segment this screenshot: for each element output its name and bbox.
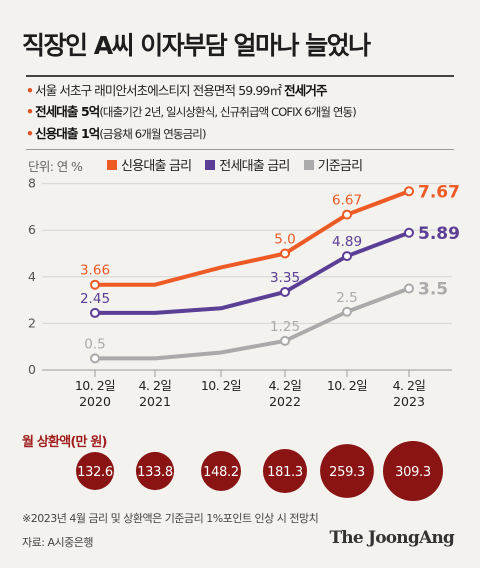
x-tick-label: 4. 2일 — [393, 378, 426, 393]
info-line-jeonse: • 전세대출 5억(대출기간 2년, 일시상환식, 신규취급액 COFIX 6개월… — [26, 101, 454, 123]
x-tick-label-year: 2021 — [139, 394, 171, 409]
data-point-jeonse-loan — [404, 227, 414, 238]
data-label-jeonse-loan: 4.89 — [332, 234, 362, 250]
unit-label: 단위: 연 % — [28, 159, 83, 174]
payment-bubble — [76, 452, 114, 490]
data-label-base-rate: 1.25 — [270, 319, 300, 335]
info-credit-text: (금융채 6개월 연동금리) — [99, 127, 206, 141]
payment-value: 181.3 — [267, 465, 303, 480]
data-label-base-rate: 0.5 — [84, 336, 105, 352]
x-tick-label: 4. 2일 — [139, 378, 172, 393]
data-label-credit-loan: 6.67 — [332, 193, 362, 209]
data-point-base-rate — [90, 353, 100, 364]
payment-value: 132.6 — [77, 465, 113, 480]
legend-item-jeonse: 전세대출 금리 — [205, 155, 290, 174]
data-label-jeonse-loan: 2.45 — [80, 291, 110, 307]
legend-item-base: 기준금리 — [303, 155, 363, 174]
x-tick-label: 10. 2일 — [75, 378, 115, 393]
payment-value: 148.2 — [203, 465, 239, 480]
payment-bubble — [135, 451, 175, 491]
y-tick-label: 2 — [28, 315, 36, 330]
y-tick-label: 0 — [28, 362, 36, 377]
payment-value: 259.3 — [329, 465, 365, 480]
data-point-jeonse-loan — [90, 307, 100, 318]
payment-bubble — [320, 444, 374, 498]
data-point-credit-loan — [280, 248, 290, 259]
series-line-base-rate — [95, 286, 410, 361]
series-line-jeonse-loan — [95, 230, 410, 315]
x-tick-label-year: 2022 — [269, 394, 301, 409]
info-apartment-bold: 전세거주 — [284, 83, 327, 98]
payment-bubble — [383, 441, 443, 501]
data-label-credit-loan: 3.66 — [80, 263, 110, 279]
footnote: ※2023년 4월 금리 및 상환액은 기준금리 1%포인트 인상 시 전망치 — [22, 512, 319, 525]
data-point-base-rate — [342, 306, 352, 317]
data-point-credit-loan — [342, 209, 352, 220]
legend: 신용대출 금리 전세대출 금리 기준금리 — [107, 155, 376, 174]
x-tick-label: 4. 2일 — [269, 378, 302, 393]
legend-label-credit: 신용대출 금리 — [121, 159, 192, 174]
payment-value: 133.8 — [137, 465, 173, 480]
data-label-credit-loan: 7.67 — [418, 182, 460, 202]
data-label-credit-loan: 5.0 — [274, 232, 295, 248]
legend-label-jeonse: 전세대출 금리 — [219, 159, 290, 174]
data-label-base-rate: 3.5 — [418, 279, 448, 299]
legend-swatch-jeonse — [205, 159, 216, 170]
legend-swatch-credit — [107, 159, 117, 170]
data-point-credit-loan — [90, 279, 100, 290]
legend-item-credit: 신용대출 금리 — [107, 155, 192, 174]
legend-swatch-base — [303, 159, 314, 170]
info-line-credit: • 신용대출 1억(금융채 6개월 연동금리) — [26, 123, 454, 145]
payment-bubble — [262, 448, 308, 494]
payment-value: 309.3 — [395, 465, 431, 480]
bullet-icon: • — [26, 83, 34, 98]
payment-label: 월 상환액(만 원) — [22, 435, 108, 450]
source: 자료: A시중은행 — [22, 536, 93, 549]
data-point-base-rate — [280, 335, 290, 346]
info-apartment-text: 서울 서초구 래미안서초에스티지 전용면적 59.99㎡ — [35, 83, 285, 98]
x-tick-label: 10. 2일 — [201, 378, 241, 393]
info-credit-bold: 신용대출 1억 — [35, 126, 100, 141]
payment-bubble — [201, 451, 241, 491]
bullet-icon: • — [26, 104, 34, 119]
data-point-jeonse-loan — [342, 251, 352, 262]
info-line-apartment: • 서울 서초구 래미안서초에스티지 전용면적 59.99㎡ 전세거주 — [26, 80, 454, 101]
info-jeonse-bold: 전세대출 5억 — [35, 104, 100, 119]
legend-label-base: 기준금리 — [317, 159, 363, 174]
data-point-base-rate — [404, 283, 414, 294]
y-tick-label: 6 — [28, 222, 36, 237]
y-tick-label: 4 — [28, 269, 36, 284]
data-label-jeonse-loan: 5.89 — [418, 224, 460, 244]
data-point-jeonse-loan — [280, 286, 290, 297]
chart-title: 직장인 A씨 이자부담 얼마나 늘었나 — [22, 31, 371, 60]
info-box: • 서울 서초구 래미안서초에스티지 전용면적 59.99㎡ 전세거주 • 전세대출… — [26, 75, 454, 150]
info-jeonse-text: (대출기간 2년, 일시상환식, 신규취급액 COFIX 6개월 연동) — [99, 105, 356, 119]
x-tick-label-year: 2023 — [393, 394, 425, 409]
x-tick-label: 10. 2일 — [327, 378, 367, 393]
bullet-icon: • — [26, 126, 34, 141]
y-tick-label: 8 — [28, 176, 36, 191]
data-label-jeonse-loan: 3.35 — [270, 270, 300, 286]
data-label-base-rate: 2.5 — [336, 290, 357, 306]
brand-logo: The JoongAng — [329, 528, 454, 548]
data-point-credit-loan — [404, 186, 414, 197]
x-tick-label-year: 2020 — [79, 394, 111, 409]
series-line-credit-loan — [95, 189, 410, 287]
